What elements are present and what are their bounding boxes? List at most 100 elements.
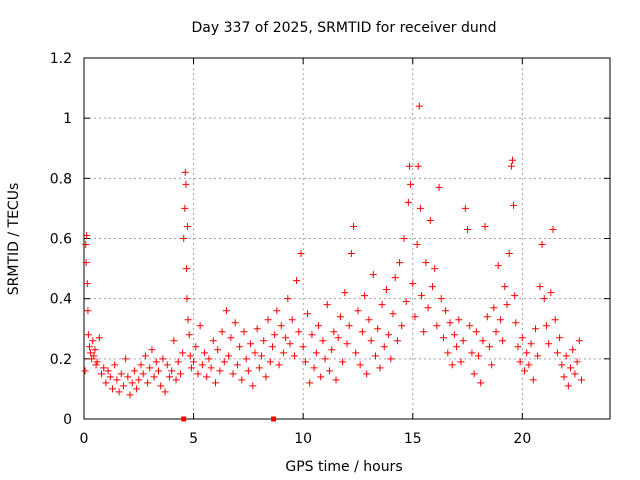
data-point <box>483 313 491 321</box>
data-point <box>409 280 417 288</box>
data-point <box>488 361 496 369</box>
data-point <box>518 334 526 342</box>
data-point <box>468 349 476 357</box>
data-point <box>268 343 276 351</box>
data-point <box>83 231 91 239</box>
data-point <box>225 352 233 360</box>
data-point <box>176 370 184 378</box>
data-point <box>170 337 178 345</box>
data-point <box>407 180 415 188</box>
data-point <box>284 295 292 303</box>
data-point <box>365 316 373 324</box>
data-point <box>571 370 579 378</box>
data-point <box>277 322 285 330</box>
data-point <box>382 286 390 294</box>
data-point <box>433 322 441 330</box>
data-point <box>415 102 423 110</box>
data-point <box>413 241 421 249</box>
data-point <box>325 367 333 375</box>
data-point <box>411 313 419 321</box>
data-point <box>89 337 97 345</box>
zero-marker <box>181 416 187 422</box>
data-point <box>317 373 325 381</box>
data-point <box>549 225 557 233</box>
data-point <box>155 367 163 375</box>
axis-ticks: 0 5 10 15 20 0 0.2 0.4 0.6 0.8 1 1.2 <box>50 51 610 447</box>
y-tick-label: 1.2 <box>50 51 72 67</box>
data-point <box>347 250 355 258</box>
data-point <box>328 346 336 354</box>
data-point <box>87 349 95 357</box>
data-point <box>168 367 176 375</box>
data-point <box>148 346 156 354</box>
data-point <box>547 289 555 297</box>
data-point <box>562 352 570 360</box>
data-point <box>553 349 561 357</box>
data-point <box>84 307 92 315</box>
data-point <box>183 222 191 230</box>
data-point <box>119 382 127 390</box>
data-point <box>448 361 456 369</box>
data-point <box>180 235 188 242</box>
data-point <box>396 259 404 267</box>
data-point <box>567 364 575 372</box>
data-point <box>455 316 463 324</box>
data-point <box>192 343 200 351</box>
data-point <box>133 385 141 393</box>
data-point <box>126 391 134 399</box>
data-point <box>516 358 524 366</box>
data-point <box>439 334 447 342</box>
data-point <box>378 301 386 309</box>
data-point <box>477 379 485 387</box>
data-point <box>352 349 360 357</box>
data-point <box>490 304 498 312</box>
data-point <box>286 340 294 348</box>
data-point <box>345 322 353 330</box>
data-point <box>179 349 187 357</box>
data-point <box>529 376 537 384</box>
data-point <box>146 364 154 372</box>
data-point <box>523 349 531 357</box>
data-point <box>444 349 452 357</box>
data-point <box>304 310 312 318</box>
data-point <box>139 370 147 378</box>
data-point <box>301 358 309 366</box>
data-point <box>207 364 215 372</box>
data-point <box>152 358 160 366</box>
data-point <box>369 271 377 279</box>
data-point <box>135 376 143 384</box>
data-point <box>323 301 331 309</box>
data-point <box>201 349 209 357</box>
data-point <box>534 352 542 360</box>
data-point <box>194 370 202 378</box>
data-point <box>266 358 274 366</box>
data-point <box>545 340 553 348</box>
data-point <box>404 198 412 206</box>
y-tick-label: 0.6 <box>50 232 72 248</box>
data-point <box>297 250 305 258</box>
data-point <box>398 322 406 330</box>
data-point <box>499 337 507 345</box>
y-tick-label: 0.8 <box>50 171 72 187</box>
data-point <box>82 241 90 249</box>
data-point <box>238 376 246 384</box>
data-point <box>85 343 93 351</box>
data-point <box>527 340 535 348</box>
data-point <box>380 343 388 351</box>
data-point <box>95 334 103 342</box>
data-point <box>569 346 577 354</box>
data-point <box>466 322 474 330</box>
data-point <box>512 319 520 327</box>
x-tick-label: 10 <box>294 431 312 447</box>
x-axis-label: GPS time / hours <box>285 459 402 475</box>
data-point <box>457 358 465 366</box>
data-point <box>479 337 487 345</box>
data-point <box>218 328 226 336</box>
data-point <box>92 361 100 369</box>
data-point <box>431 265 439 273</box>
data-point <box>81 367 89 375</box>
data-point <box>247 340 255 348</box>
data-point <box>343 340 351 348</box>
data-point <box>540 295 548 303</box>
data-point <box>531 325 539 333</box>
